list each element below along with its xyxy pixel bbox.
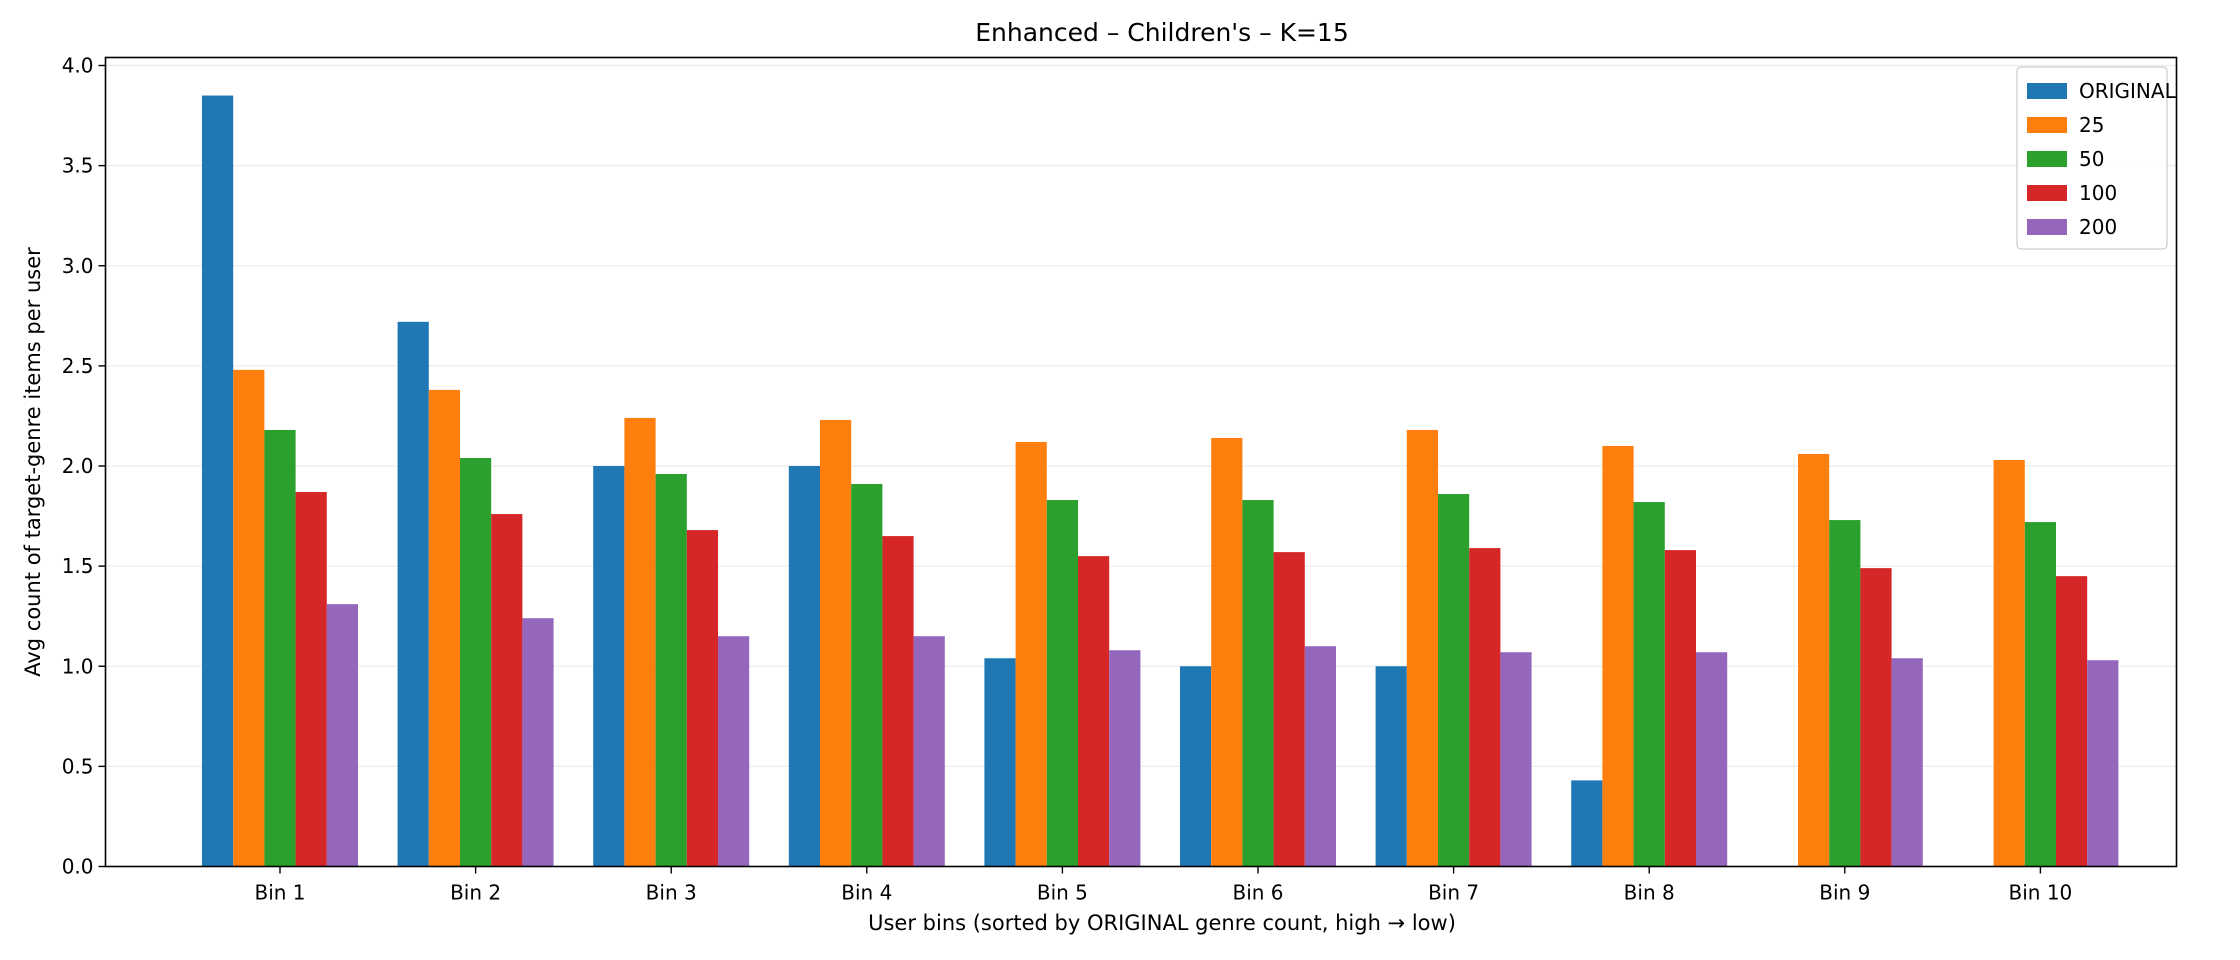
bar-200-bin-7 [1500, 652, 1532, 867]
bar-25-bin-8 [1602, 445, 1634, 867]
x-tick-label: Bin 6 [1232, 881, 1283, 905]
bar-50-bin-9 [1829, 520, 1861, 867]
legend-box [2016, 66, 2168, 250]
y-axis: 0.0 0.5 1.0 1.5 2.0 2.5 3.0 3.5 4.0 [62, 54, 106, 879]
bar-100-bin-1 [295, 492, 327, 867]
bar-100-bin-9 [1860, 568, 1892, 867]
bar-original-bin-6 [1180, 666, 1212, 867]
x-tick-label: Bin 8 [1624, 881, 1675, 905]
x-tick-label: Bin 3 [646, 881, 697, 905]
bar-50-bin-4 [851, 484, 883, 867]
y-tick-label: 2.0 [62, 454, 94, 478]
bar-100-bin-4 [882, 536, 914, 867]
x-tick-label: Bin 9 [1819, 881, 1870, 905]
bar-50-bin-7 [1438, 494, 1470, 867]
y-tick-label: 0.0 [62, 855, 94, 879]
bar-25-bin-3 [624, 417, 656, 867]
bar-50-bin-1 [264, 429, 296, 867]
bar-25-bin-9 [1798, 453, 1830, 867]
x-tick-label: Bin 7 [1428, 881, 1479, 905]
bar-original-bin-8 [1571, 780, 1603, 867]
y-tick-label: 3.5 [62, 154, 94, 178]
legend: ORIGINAL 25 50 100 200 [2016, 66, 2177, 250]
y-tick-label: 1.5 [62, 554, 94, 578]
bars [202, 95, 2119, 867]
bar-25-bin-6 [1211, 437, 1243, 867]
bar-200-bin-6 [1304, 646, 1336, 867]
bar-original-bin-4 [788, 466, 820, 867]
x-axis: Bin 1 Bin 2 Bin 3 Bin 4 Bin 5 Bin 6 Bin 7 Bin 8… [254, 866, 2073, 905]
bar-200-bin-10 [2087, 660, 2119, 867]
y-tick-label: 1.0 [62, 654, 94, 678]
legend-label: 25 [2079, 113, 2104, 137]
x-tick-label: Bin 2 [450, 881, 501, 905]
bar-100-bin-5 [1078, 556, 1110, 867]
legend-swatch [2027, 83, 2067, 99]
x-tick-label: Bin 4 [841, 881, 892, 905]
bar-25-bin-5 [1015, 441, 1047, 867]
bar-25-bin-2 [428, 389, 460, 867]
bar-25-bin-4 [820, 419, 852, 867]
x-tick-label: Bin 10 [2009, 881, 2073, 905]
bar-50-bin-3 [655, 474, 687, 867]
legend-label: 200 [2079, 215, 2117, 239]
bar-original-bin-5 [984, 658, 1016, 867]
bar-original-bin-3 [593, 466, 625, 867]
bar-100-bin-6 [1273, 552, 1305, 867]
bar-200-bin-9 [1891, 658, 1923, 867]
x-tick-label: Bin 5 [1037, 881, 1088, 905]
bar-50-bin-10 [2024, 522, 2056, 867]
bar-50-bin-8 [1633, 502, 1665, 867]
y-axis-label: Avg count of target-genre items per user [21, 247, 45, 677]
chart-title: Enhanced – Children's – K=15 [975, 18, 1349, 47]
legend-swatch [2027, 151, 2067, 167]
y-tick-label: 4.0 [62, 54, 94, 78]
bar-200-bin-3 [718, 636, 750, 867]
bar-100-bin-2 [491, 514, 523, 867]
y-tick-label: 0.5 [62, 754, 94, 778]
legend-swatch [2027, 117, 2067, 133]
bar-original-bin-7 [1375, 666, 1407, 867]
bar-original-bin-2 [397, 321, 429, 867]
bar-original-bin-1 [202, 95, 234, 867]
bar-100-bin-3 [686, 530, 718, 867]
x-tick-label: Bin 1 [254, 881, 305, 905]
bar-50-bin-6 [1242, 500, 1274, 867]
x-axis-label: User bins (sorted by ORIGINAL genre coun… [868, 911, 1456, 935]
bar-200-bin-8 [1696, 652, 1728, 867]
legend-swatch [2027, 219, 2067, 235]
bar-200-bin-2 [522, 618, 554, 867]
legend-label: 50 [2079, 147, 2104, 171]
bar-25-bin-10 [1993, 459, 2025, 867]
bar-25-bin-7 [1406, 429, 1438, 867]
plot-frame [104, 56, 2178, 868]
legend-swatch [2027, 185, 2067, 201]
bar-50-bin-2 [460, 457, 492, 867]
bar-100-bin-10 [2056, 576, 2088, 867]
bar-200-bin-5 [1109, 650, 1141, 867]
y-tick-label: 3.0 [62, 254, 94, 278]
legend-label: 100 [2079, 181, 2117, 205]
legend-label: ORIGINAL [2079, 79, 2177, 103]
y-tick-label: 2.5 [62, 354, 94, 378]
bar-50-bin-5 [1046, 500, 1078, 867]
bar-100-bin-8 [1664, 550, 1696, 867]
bar-25-bin-1 [233, 369, 265, 867]
bar-200-bin-1 [326, 604, 358, 867]
bar-200-bin-4 [913, 636, 945, 867]
bar-100-bin-7 [1469, 548, 1501, 867]
